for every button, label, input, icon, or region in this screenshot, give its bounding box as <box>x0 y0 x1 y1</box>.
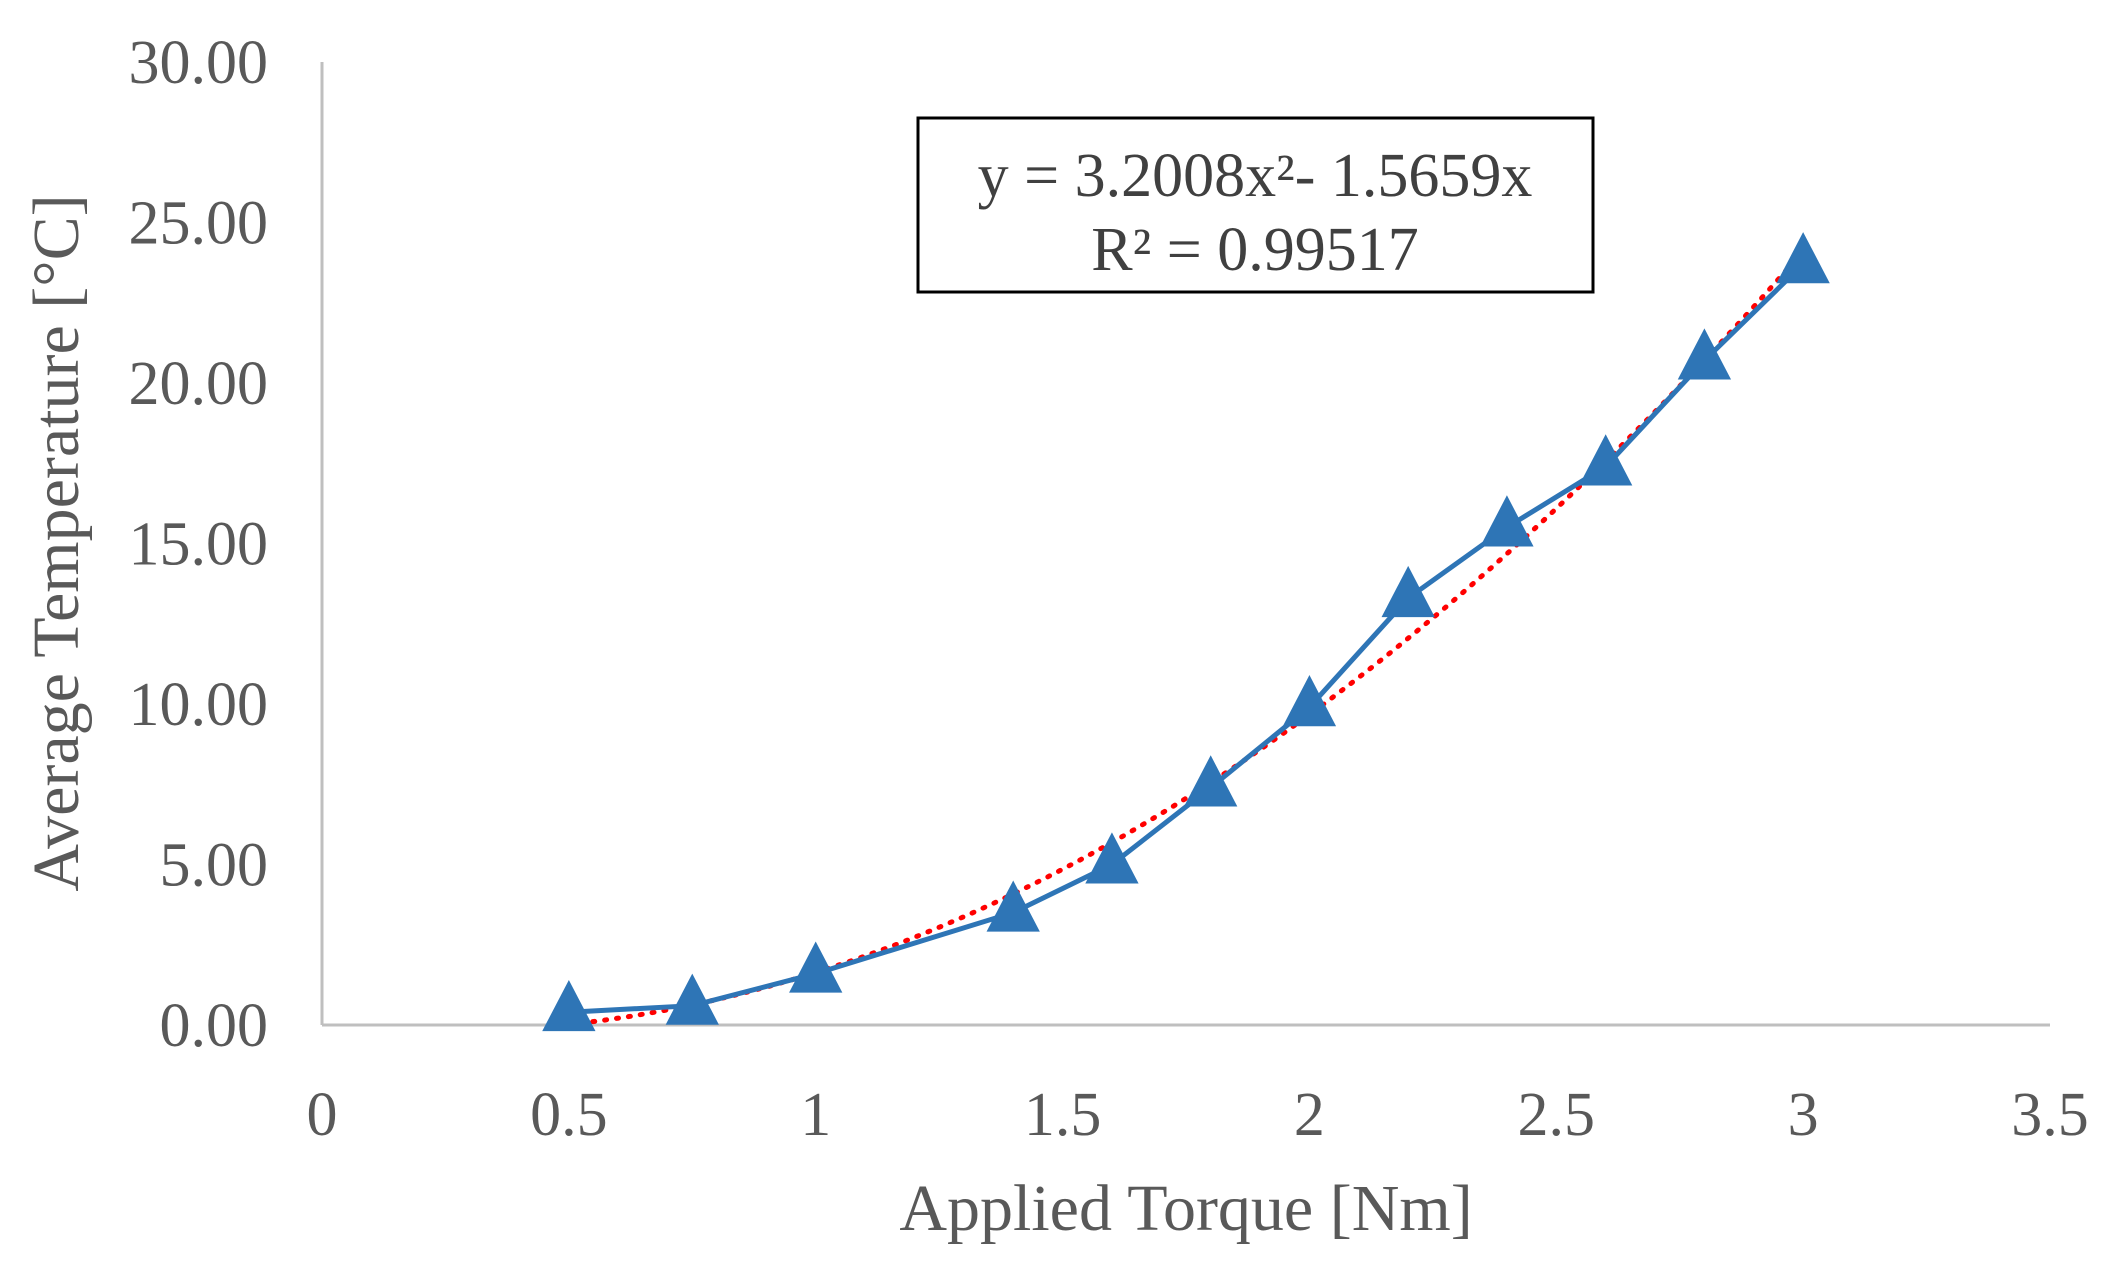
y-tick-label: 10.00 <box>129 671 269 739</box>
y-tick-label: 30.00 <box>129 29 269 97</box>
x-tick-label: 2.5 <box>1518 1081 1596 1149</box>
x-tick-label: 2 <box>1294 1081 1325 1149</box>
y-tick-label: 5.00 <box>160 832 269 900</box>
x-tick-label: 0 <box>307 1081 338 1149</box>
x-tick-label: 1.5 <box>1024 1081 1102 1149</box>
trendline <box>566 248 1806 1027</box>
x-tick-label: 3 <box>1788 1081 1819 1149</box>
data-point-marker <box>1677 328 1732 380</box>
x-tick-label: 3.5 <box>2011 1081 2089 1149</box>
y-tick-label: 20.00 <box>129 350 269 418</box>
data-point-marker <box>665 973 719 1025</box>
x-tick-label: 1 <box>800 1081 831 1149</box>
y-tick-labels: 0.00 5.00 10.00 15.00 20.00 25.00 30.00 <box>129 29 269 1060</box>
data-point-marker <box>1184 755 1238 807</box>
series-line <box>568 262 1805 1015</box>
axes <box>320 62 2050 1027</box>
data-point-marker <box>1085 832 1139 884</box>
y-axis-title: Average Temperature [°C] <box>20 194 93 891</box>
x-tick-labels: 0 0.5 1 1.5 2 2.5 3 3.5 <box>307 1081 2089 1149</box>
data-markers <box>542 232 1830 1032</box>
data-point-marker <box>1282 675 1337 727</box>
r-squared-value: R² = 0.99517 <box>1091 216 1418 284</box>
data-point-marker <box>542 979 596 1032</box>
data-point-marker <box>1381 565 1435 618</box>
data-point-marker <box>986 880 1040 932</box>
equation-box: y = 3.2008x²- 1.5659x R² = 0.99517 <box>916 116 1595 294</box>
y-tick-label: 0.00 <box>160 992 269 1060</box>
data-point-marker <box>789 941 843 993</box>
data-point-marker <box>1579 434 1633 486</box>
trendline-equation: y = 3.2008x²- 1.5659x <box>978 142 1533 210</box>
equation-box-border <box>916 116 1595 294</box>
x-axis-title: Applied Torque [Nm] <box>899 1172 1472 1245</box>
y-tick-label: 25.00 <box>129 190 269 258</box>
y-tick-label: 15.00 <box>129 511 269 579</box>
data-point-marker <box>1776 232 1830 284</box>
data-point-marker <box>1480 495 1534 547</box>
x-tick-label: 0.5 <box>530 1081 608 1149</box>
